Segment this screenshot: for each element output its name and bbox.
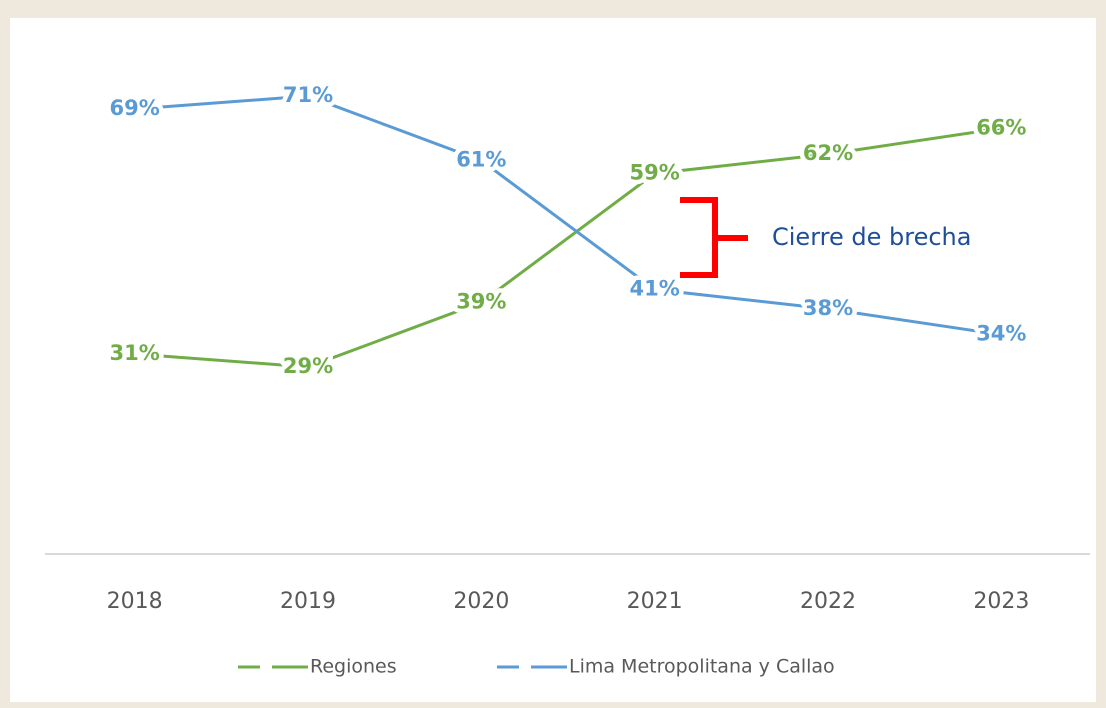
data-label: 39% xyxy=(456,289,506,313)
data-label: 69% xyxy=(110,96,160,120)
gap-bracket xyxy=(680,197,748,278)
data-label: 59% xyxy=(630,160,680,184)
x-tick-label: 2021 xyxy=(627,589,683,614)
x-tick-label: 2023 xyxy=(973,589,1029,614)
x-tick-label: 2020 xyxy=(453,589,509,614)
data-label: 31% xyxy=(110,341,160,365)
chart-background xyxy=(10,18,1096,702)
data-label: 71% xyxy=(283,83,333,107)
x-tick-label: 2022 xyxy=(800,589,856,614)
data-label: 41% xyxy=(630,277,680,301)
series-line xyxy=(134,126,1002,369)
data-label: 62% xyxy=(803,141,853,165)
data-label: 66% xyxy=(976,115,1026,139)
legend-label: Regiones xyxy=(310,656,397,678)
series-line xyxy=(134,94,1002,337)
data-label: 61% xyxy=(456,148,506,172)
data-label: 34% xyxy=(976,322,1026,346)
legend-label: Lima Metropolitana y Callao xyxy=(569,656,835,678)
data-label: 38% xyxy=(803,296,853,320)
x-tick-label: 2018 xyxy=(107,589,163,614)
data-label: 29% xyxy=(283,354,333,378)
annotation: Cierre de brecha xyxy=(772,223,971,251)
x-tick-label: 2019 xyxy=(280,589,336,614)
